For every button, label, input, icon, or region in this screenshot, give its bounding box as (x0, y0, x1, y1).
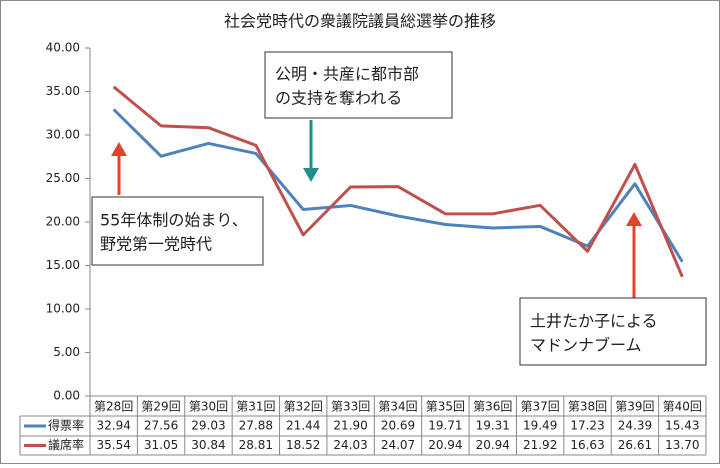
x-tick-label: 第38回 (568, 400, 607, 414)
x-tick-label: 第33回 (331, 400, 370, 414)
annotation-box (264, 51, 453, 119)
chart-title: 社会党時代の衆議院議員総選挙の推移 (224, 12, 496, 31)
x-tick-label: 第29回 (141, 400, 180, 414)
y-tick-label: 5.00 (53, 345, 80, 359)
y-tick-label: 30.00 (46, 128, 80, 142)
annotation: の支持を奪われる (275, 89, 402, 108)
annotation: 公明・共産に都市部 (275, 65, 419, 84)
arrow-head (111, 142, 127, 156)
y-tick-label: 25.00 (46, 171, 80, 185)
table-value: 21.44 (286, 419, 320, 433)
table-value: 19.71 (428, 419, 462, 433)
y-tick-label: 40.00 (46, 41, 80, 55)
x-tick-label: 第37回 (521, 400, 560, 414)
x-tick-label: 第36回 (473, 400, 512, 414)
legend-label: 議席率 (48, 437, 84, 452)
table-value: 24.03 (333, 438, 367, 452)
x-tick-label: 第28回 (94, 400, 133, 414)
x-tick-label: 第39回 (615, 400, 654, 414)
legend-label: 得票率 (48, 418, 84, 433)
x-tick-label: 第34回 (378, 400, 417, 414)
x-tick-label: 第31回 (236, 400, 275, 414)
table-value: 27.56 (144, 419, 178, 433)
arrow-head (303, 168, 319, 182)
series-line (112, 85, 684, 278)
y-tick-label: 20.00 (46, 215, 80, 229)
table-value: 20.94 (476, 438, 510, 452)
annotation-box (91, 196, 264, 266)
annotation: 55年体制の始まり、 (100, 211, 248, 230)
table-value: 13.70 (665, 438, 699, 452)
table-value: 21.90 (333, 419, 367, 433)
x-tick-label: 第32回 (284, 400, 323, 414)
table-value: 17.23 (570, 419, 604, 433)
annotation: 野党第一党時代 (100, 235, 212, 254)
x-tick-label: 第35回 (426, 400, 465, 414)
table-value: 35.54 (97, 438, 131, 452)
table-value: 15.43 (665, 419, 699, 433)
table-value: 32.94 (97, 419, 131, 433)
table-value: 26.61 (618, 438, 652, 452)
annotation: 土井たか子による (530, 312, 658, 331)
y-tick-label: 15.00 (46, 258, 80, 272)
table-value: 28.81 (239, 438, 273, 452)
table-value: 24.07 (381, 438, 415, 452)
table-value: 27.88 (239, 419, 273, 433)
annotation-box (519, 297, 707, 366)
table-value: 20.94 (428, 438, 462, 452)
table-value: 19.49 (523, 419, 557, 433)
plot: 0.00 5.00 10.00 15.00 20.00 25.00 30.00 35.00 40… (19, 41, 707, 456)
arrow-head (626, 212, 642, 226)
table-value: 18.52 (286, 438, 320, 452)
x-tick-label: 第30回 (189, 400, 228, 414)
table-value: 19.31 (476, 419, 510, 433)
y-tick-label: 0.00 (53, 389, 80, 403)
table-value: 20.69 (381, 419, 415, 433)
table-value: 29.03 (191, 419, 225, 433)
table-value: 31.05 (144, 438, 178, 452)
y-tick-label: 35.00 (46, 84, 80, 98)
y-tick-label: 10.00 (46, 302, 80, 316)
table-value: 21.92 (523, 438, 557, 452)
annotation: マドンナブーム (530, 336, 642, 355)
x-tick-label: 第40回 (663, 400, 702, 414)
series-line (112, 108, 684, 263)
table-value: 30.84 (191, 438, 225, 452)
table-value: 16.63 (570, 438, 604, 452)
table-value: 24.39 (618, 419, 652, 433)
